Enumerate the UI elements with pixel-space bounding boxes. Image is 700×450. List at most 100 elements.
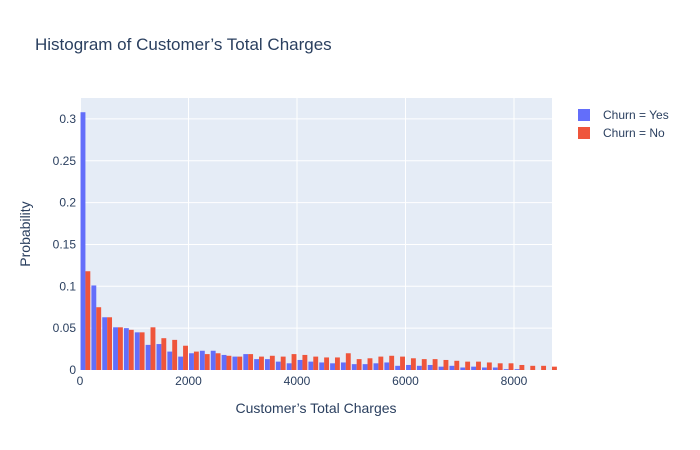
bar-churn-yes[interactable] [449, 365, 455, 370]
bar-churn-no[interactable] [302, 354, 308, 370]
legend-item-churn-no[interactable]: Churn = No [578, 126, 665, 140]
bar-churn-no[interactable] [465, 361, 471, 370]
bar-churn-no[interactable] [269, 355, 275, 370]
bar-churn-yes[interactable] [308, 361, 314, 370]
bar-churn-yes[interactable] [156, 344, 162, 370]
x-tick-label: 6000 [392, 374, 419, 388]
bar-churn-yes[interactable] [102, 317, 108, 370]
bar-churn-yes[interactable] [145, 344, 151, 370]
bar-churn-no[interactable] [172, 339, 178, 370]
bar-churn-no[interactable] [150, 327, 156, 370]
bar-churn-no[interactable] [400, 356, 405, 370]
gridlines [79, 98, 552, 370]
bar-churn-no[interactable] [486, 362, 492, 370]
bar-churn-yes[interactable] [167, 351, 173, 370]
bar-churn-no[interactable] [128, 329, 134, 370]
bar-churn-yes[interactable] [80, 112, 86, 370]
bar-churn-yes[interactable] [178, 356, 184, 370]
bar-churn-no[interactable] [324, 357, 330, 370]
bar-churn-no[interactable] [334, 357, 340, 370]
bar-churn-no[interactable] [226, 355, 232, 370]
bar-churn-yes[interactable] [297, 359, 303, 370]
bar-churn-no[interactable] [443, 359, 449, 370]
x-axis-label: Customer’s Total Charges [235, 400, 396, 416]
bar-churn-no[interactable] [237, 356, 243, 370]
bar-churn-yes[interactable] [113, 327, 118, 370]
bar-churn-no[interactable] [85, 271, 91, 370]
bar-churn-yes[interactable] [221, 354, 227, 370]
bar-churn-yes[interactable] [492, 367, 498, 370]
bar-churn-no[interactable] [193, 351, 199, 370]
bar-churn-yes[interactable] [243, 354, 249, 370]
bar-churn-yes[interactable] [384, 362, 390, 370]
bar-churn-yes[interactable] [330, 363, 335, 370]
bar-churn-no[interactable] [432, 359, 438, 370]
y-tick-label: 0.25 [53, 154, 77, 168]
bar-churn-no[interactable] [454, 360, 460, 370]
bar-churn-no[interactable] [161, 338, 167, 370]
bar-churn-yes[interactable] [503, 369, 509, 370]
bar-churn-no[interactable] [280, 356, 286, 370]
bar-churn-no[interactable] [519, 364, 525, 370]
bar-churn-no[interactable] [389, 355, 395, 370]
y-tick-label: 0.15 [53, 237, 77, 251]
bar-churn-yes[interactable] [438, 366, 444, 370]
bar-churn-no[interactable] [345, 353, 351, 370]
bar-churn-yes[interactable] [373, 363, 379, 370]
bar-churn-yes[interactable] [265, 359, 270, 370]
bar-churn-yes[interactable] [406, 364, 411, 370]
legend[interactable]: Churn = Yes Churn = No [578, 108, 669, 140]
bar-churn-yes[interactable] [134, 332, 140, 370]
bar-churn-yes[interactable] [471, 366, 477, 370]
bar-churn-yes[interactable] [416, 365, 422, 370]
bar-churn-yes[interactable] [395, 365, 401, 370]
bar-churn-yes[interactable] [351, 364, 357, 370]
bar-churn-no[interactable] [117, 327, 123, 370]
x-tick-label: 2000 [175, 374, 202, 388]
bar-churn-no[interactable] [410, 358, 416, 370]
bar-churn-no[interactable] [552, 366, 557, 370]
bar-churn-no[interactable] [476, 361, 481, 370]
y-tick-label: 0.05 [53, 321, 77, 335]
bar-churn-yes[interactable] [460, 367, 466, 370]
bar-churn-no[interactable] [378, 356, 384, 370]
bar-churn-yes[interactable] [232, 356, 238, 370]
bar-churn-no[interactable] [204, 354, 210, 370]
bar-churn-no[interactable] [313, 356, 319, 370]
legend-label: Churn = Yes [603, 108, 669, 122]
bar-churn-no[interactable] [259, 356, 264, 370]
bar-churn-yes[interactable] [482, 367, 487, 370]
bar-churn-yes[interactable] [362, 364, 368, 370]
legend-item-churn-yes[interactable]: Churn = Yes [578, 108, 669, 122]
bar-churn-no[interactable] [421, 359, 427, 370]
bar-churn-no[interactable] [508, 363, 514, 370]
x-tick-label: 8000 [501, 374, 528, 388]
y-tick-label: 0.2 [59, 196, 76, 210]
bar-churn-no[interactable] [139, 332, 145, 370]
bar-churn-yes[interactable] [340, 362, 346, 370]
bar-churn-yes[interactable] [427, 364, 433, 370]
bar-churn-yes[interactable] [319, 362, 325, 370]
bar-churn-no[interactable] [497, 363, 503, 370]
bar-churn-yes[interactable] [254, 359, 260, 370]
y-axis: 0 0.05 0.1 0.15 0.2 0.25 0.3 [53, 112, 77, 377]
bar-churn-no[interactable] [183, 345, 188, 370]
x-tick-label: 4000 [284, 374, 311, 388]
bar-churn-no[interactable] [367, 358, 373, 370]
bar-churn-no[interactable] [248, 354, 254, 370]
bar-churn-yes[interactable] [91, 285, 97, 370]
bar-churn-no[interactable] [541, 365, 547, 370]
bar-churn-no[interactable] [96, 307, 102, 370]
bar-churn-yes[interactable] [210, 350, 216, 370]
bar-churn-no[interactable] [356, 359, 362, 370]
bar-churn-no[interactable] [107, 317, 113, 370]
bar-churn-yes[interactable] [514, 369, 520, 370]
bar-churn-no[interactable] [215, 353, 221, 370]
bar-churn-no[interactable] [530, 365, 536, 370]
bar-churn-yes[interactable] [199, 350, 205, 370]
bar-churn-yes[interactable] [286, 363, 292, 370]
bar-churn-yes[interactable] [275, 361, 281, 370]
bar-churn-yes[interactable] [123, 328, 129, 370]
bar-churn-no[interactable] [291, 354, 297, 370]
bar-churn-yes[interactable] [189, 353, 194, 370]
